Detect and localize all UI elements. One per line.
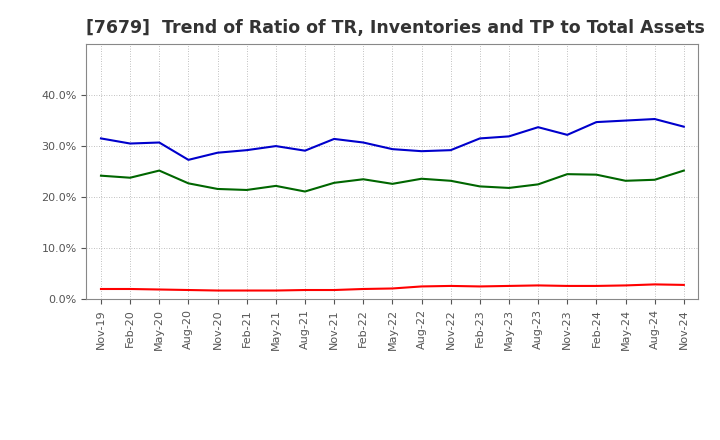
Trade Receivables	[126, 286, 135, 292]
Inventories	[184, 157, 193, 162]
Inventories	[301, 148, 310, 153]
Trade Receivables	[446, 283, 455, 289]
Trade Payables	[330, 180, 338, 186]
Trade Payables	[155, 168, 163, 173]
Trade Receivables	[680, 282, 688, 288]
Trade Receivables	[243, 288, 251, 293]
Trade Receivables	[534, 283, 542, 288]
Text: [7679]  Trend of Ratio of TR, Inventories and TP to Total Assets: [7679] Trend of Ratio of TR, Inventories…	[86, 19, 706, 37]
Inventories	[96, 136, 105, 141]
Inventories	[388, 147, 397, 152]
Line: Trade Receivables: Trade Receivables	[101, 284, 684, 290]
Trade Payables	[126, 175, 135, 180]
Trade Receivables	[621, 283, 630, 288]
Trade Receivables	[417, 284, 426, 289]
Trade Payables	[243, 187, 251, 193]
Inventories	[213, 150, 222, 155]
Trade Payables	[563, 172, 572, 177]
Inventories	[417, 149, 426, 154]
Inventories	[126, 141, 135, 146]
Trade Receivables	[592, 283, 600, 289]
Trade Receivables	[301, 287, 310, 293]
Trade Receivables	[330, 287, 338, 293]
Inventories	[243, 147, 251, 153]
Trade Payables	[271, 183, 280, 188]
Trade Payables	[534, 182, 542, 187]
Inventories	[271, 143, 280, 149]
Inventories	[330, 136, 338, 142]
Trade Receivables	[213, 288, 222, 293]
Trade Payables	[680, 168, 688, 173]
Trade Receivables	[271, 288, 280, 293]
Trade Payables	[592, 172, 600, 177]
Trade Payables	[388, 181, 397, 187]
Trade Receivables	[184, 287, 193, 293]
Trade Payables	[505, 185, 513, 191]
Legend: Trade Receivables, Inventories, Trade Payables: Trade Receivables, Inventories, Trade Pa…	[156, 438, 629, 440]
Trade Payables	[446, 178, 455, 183]
Inventories	[475, 136, 484, 141]
Trade Payables	[301, 189, 310, 194]
Line: Inventories: Inventories	[101, 119, 684, 160]
Inventories	[592, 119, 600, 125]
Trade Payables	[184, 181, 193, 186]
Trade Receivables	[155, 287, 163, 292]
Trade Payables	[213, 186, 222, 191]
Inventories	[680, 124, 688, 129]
Trade Receivables	[359, 286, 368, 292]
Trade Payables	[417, 176, 426, 181]
Trade Payables	[621, 178, 630, 183]
Inventories	[446, 147, 455, 153]
Trade Receivables	[96, 286, 105, 292]
Trade Payables	[650, 177, 659, 183]
Inventories	[359, 140, 368, 145]
Trade Receivables	[505, 283, 513, 289]
Line: Trade Payables: Trade Payables	[101, 171, 684, 191]
Trade Payables	[359, 176, 368, 182]
Trade Receivables	[388, 286, 397, 291]
Trade Payables	[475, 184, 484, 189]
Inventories	[534, 125, 542, 130]
Trade Receivables	[563, 283, 572, 289]
Trade Payables	[96, 173, 105, 178]
Inventories	[621, 118, 630, 123]
Inventories	[155, 140, 163, 145]
Trade Receivables	[650, 282, 659, 287]
Trade Receivables	[475, 284, 484, 289]
Inventories	[505, 134, 513, 139]
Inventories	[563, 132, 572, 137]
Inventories	[650, 117, 659, 122]
